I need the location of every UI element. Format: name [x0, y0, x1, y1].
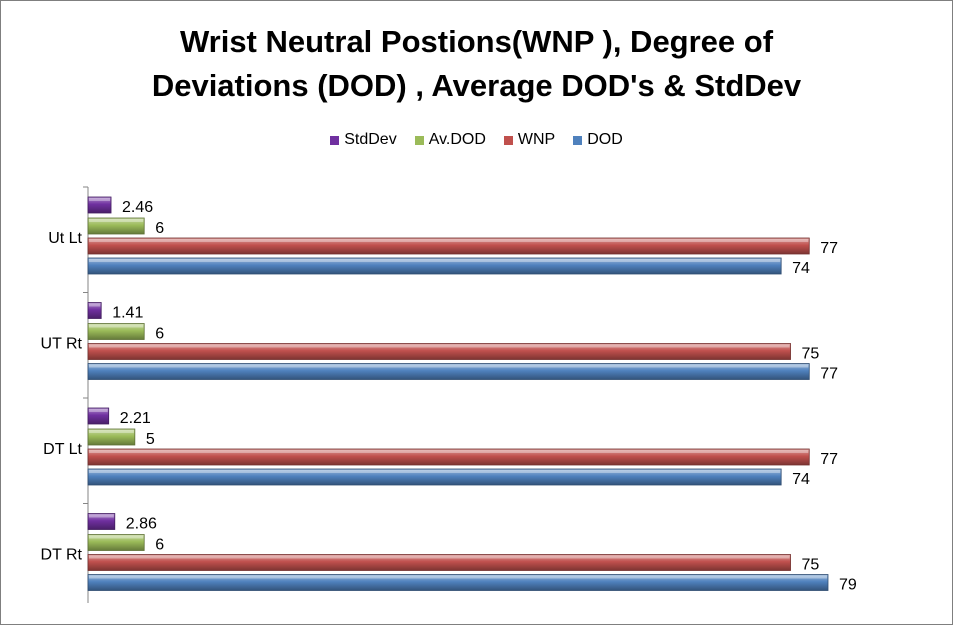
bar-dod: [87, 257, 782, 275]
bar-highlight: [89, 514, 114, 518]
bar-wnp: [87, 554, 791, 571]
bar-highlight: [89, 198, 111, 201]
data-label-av-dod: 6: [155, 537, 164, 554]
legend-item-dod: DOD: [573, 131, 623, 149]
bar-stddev: [87, 302, 102, 319]
data-label-dod: 74: [792, 260, 810, 277]
chart-title: Wrist Neutral Postions(WNP ), Degree of …: [0, 20, 953, 108]
bar-stddev: [87, 196, 112, 214]
bar-highlight: [89, 259, 781, 262]
data-label-stddev: 1.41: [112, 305, 143, 322]
bar-highlight: [89, 409, 108, 412]
category-label: Ut Lt: [48, 230, 82, 247]
legend-item-stddev: StdDev: [330, 131, 397, 149]
chart-title-line-1: Wrist Neutral Postions(WNP ), Degree of: [179, 24, 774, 59]
data-label-wnp: 75: [802, 557, 820, 574]
category-label: DT Lt: [43, 441, 82, 458]
bar-av-dod: [87, 217, 145, 235]
legend-label: Av.DOD: [428, 131, 486, 148]
bar-dod: [87, 363, 810, 380]
bar-highlight: [89, 239, 809, 242]
bar-highlight: [89, 430, 134, 433]
chart-title-line-2: Deviations (DOD) , Average DOD's & StdDe…: [151, 68, 802, 103]
legend-swatch: [330, 135, 340, 145]
bar-highlight: [89, 324, 144, 328]
legend-label: StdDev: [344, 131, 397, 148]
bar-highlight: [89, 364, 809, 368]
bar-av-dod: [87, 323, 145, 340]
data-label-av-dod: 6: [155, 220, 164, 237]
legend-swatch: [503, 135, 513, 145]
bar-highlight: [89, 575, 827, 579]
legend-item-av-dod: Av.DOD: [414, 131, 486, 149]
bar-highlight: [89, 219, 144, 222]
bar-dod: [87, 468, 782, 486]
bar-wnp: [87, 237, 810, 255]
bar-highlight: [89, 303, 101, 307]
data-label-stddev: 2.46: [122, 199, 153, 216]
bar-dod: [87, 574, 829, 591]
category-label: DT Rt: [41, 547, 83, 564]
legend-item-wnp: WNP: [503, 131, 556, 149]
data-label-stddev: 2.86: [126, 516, 157, 533]
bar-stddev: [87, 513, 116, 530]
data-label-wnp: 77: [820, 240, 838, 257]
legend-label: WNP: [517, 131, 556, 148]
data-label-wnp: 77: [820, 451, 838, 468]
bar-highlight: [89, 344, 790, 348]
data-label-stddev: 2.21: [120, 410, 151, 427]
bar-highlight: [89, 555, 790, 559]
data-label-av-dod: 6: [155, 326, 164, 343]
bar-highlight: [89, 450, 809, 453]
data-label-dod: 77: [820, 366, 838, 383]
bar-av-dod: [87, 428, 136, 446]
bar-av-dod: [87, 534, 145, 551]
legend-swatch: [573, 135, 583, 145]
bar-highlight: [89, 535, 144, 539]
data-label-dod: 79: [839, 577, 857, 594]
bar-stddev: [87, 407, 110, 425]
bar-wnp: [87, 343, 791, 360]
data-label-av-dod: 5: [146, 431, 155, 448]
category-label: UT Rt: [41, 336, 83, 353]
data-label-wnp: 75: [802, 346, 820, 363]
legend: StdDev Av.DOD WNP DOD: [0, 131, 953, 149]
data-label-dod: 74: [792, 471, 810, 488]
bar-highlight: [89, 470, 781, 473]
legend-label: DOD: [587, 131, 623, 148]
bar-wnp: [87, 448, 810, 466]
legend-swatch: [414, 135, 424, 145]
